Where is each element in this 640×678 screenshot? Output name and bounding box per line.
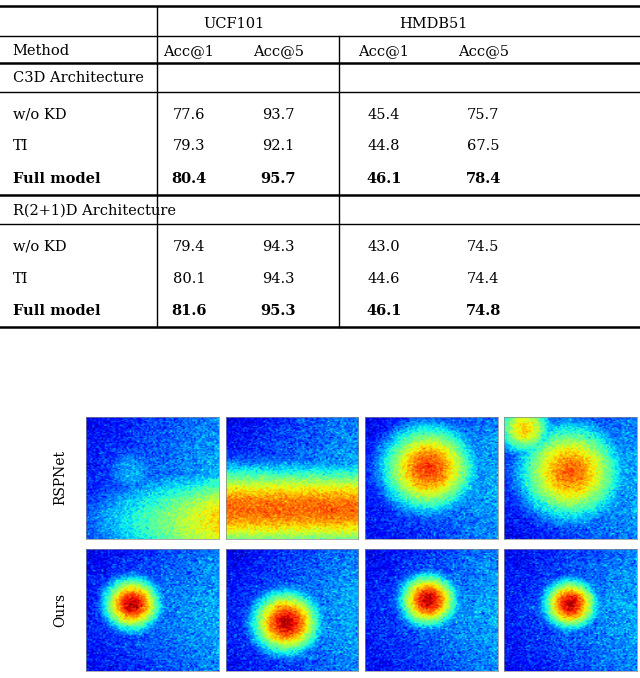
Text: RSPNet: RSPNet — [53, 450, 67, 506]
Text: 44.8: 44.8 — [368, 140, 400, 153]
Text: 79.4: 79.4 — [173, 240, 205, 254]
Text: 74.8: 74.8 — [465, 304, 501, 318]
Text: Acc@1: Acc@1 — [358, 44, 410, 58]
Text: 95.7: 95.7 — [260, 172, 296, 186]
Text: Full model: Full model — [13, 172, 100, 186]
Text: 81.6: 81.6 — [171, 304, 207, 318]
Text: 92.1: 92.1 — [262, 140, 294, 153]
Text: w/o KD: w/o KD — [13, 240, 67, 254]
Text: 78.4: 78.4 — [465, 172, 501, 186]
Text: 93.7: 93.7 — [262, 108, 294, 122]
Text: 45.4: 45.4 — [368, 108, 400, 122]
Text: R(2+1)D Architecture: R(2+1)D Architecture — [13, 203, 176, 218]
Text: 74.5: 74.5 — [467, 240, 499, 254]
Text: TI: TI — [13, 272, 28, 285]
Text: 44.6: 44.6 — [368, 272, 400, 285]
Text: 43.0: 43.0 — [368, 240, 400, 254]
Text: 75.7: 75.7 — [467, 108, 499, 122]
Text: 46.1: 46.1 — [366, 172, 402, 186]
Text: 74.4: 74.4 — [467, 272, 499, 285]
Text: Acc@5: Acc@5 — [253, 44, 304, 58]
Text: 46.1: 46.1 — [366, 304, 402, 318]
Text: 67.5: 67.5 — [467, 140, 499, 153]
Text: Method: Method — [13, 44, 70, 58]
Text: 95.3: 95.3 — [260, 304, 296, 318]
Text: 80.4: 80.4 — [171, 172, 207, 186]
Text: C3D Architecture: C3D Architecture — [13, 71, 143, 85]
Text: Full model: Full model — [13, 304, 100, 318]
Text: 79.3: 79.3 — [173, 140, 205, 153]
Text: UCF101: UCF101 — [203, 18, 264, 31]
Text: Acc@1: Acc@1 — [163, 44, 214, 58]
Text: Acc@5: Acc@5 — [458, 44, 509, 58]
Text: 94.3: 94.3 — [262, 272, 294, 285]
Text: 94.3: 94.3 — [262, 240, 294, 254]
Text: 77.6: 77.6 — [173, 108, 205, 122]
Text: TI: TI — [13, 140, 28, 153]
Text: HMDB51: HMDB51 — [399, 18, 468, 31]
Text: w/o KD: w/o KD — [13, 108, 67, 122]
Text: Ours: Ours — [53, 593, 67, 627]
Text: 80.1: 80.1 — [173, 272, 205, 285]
